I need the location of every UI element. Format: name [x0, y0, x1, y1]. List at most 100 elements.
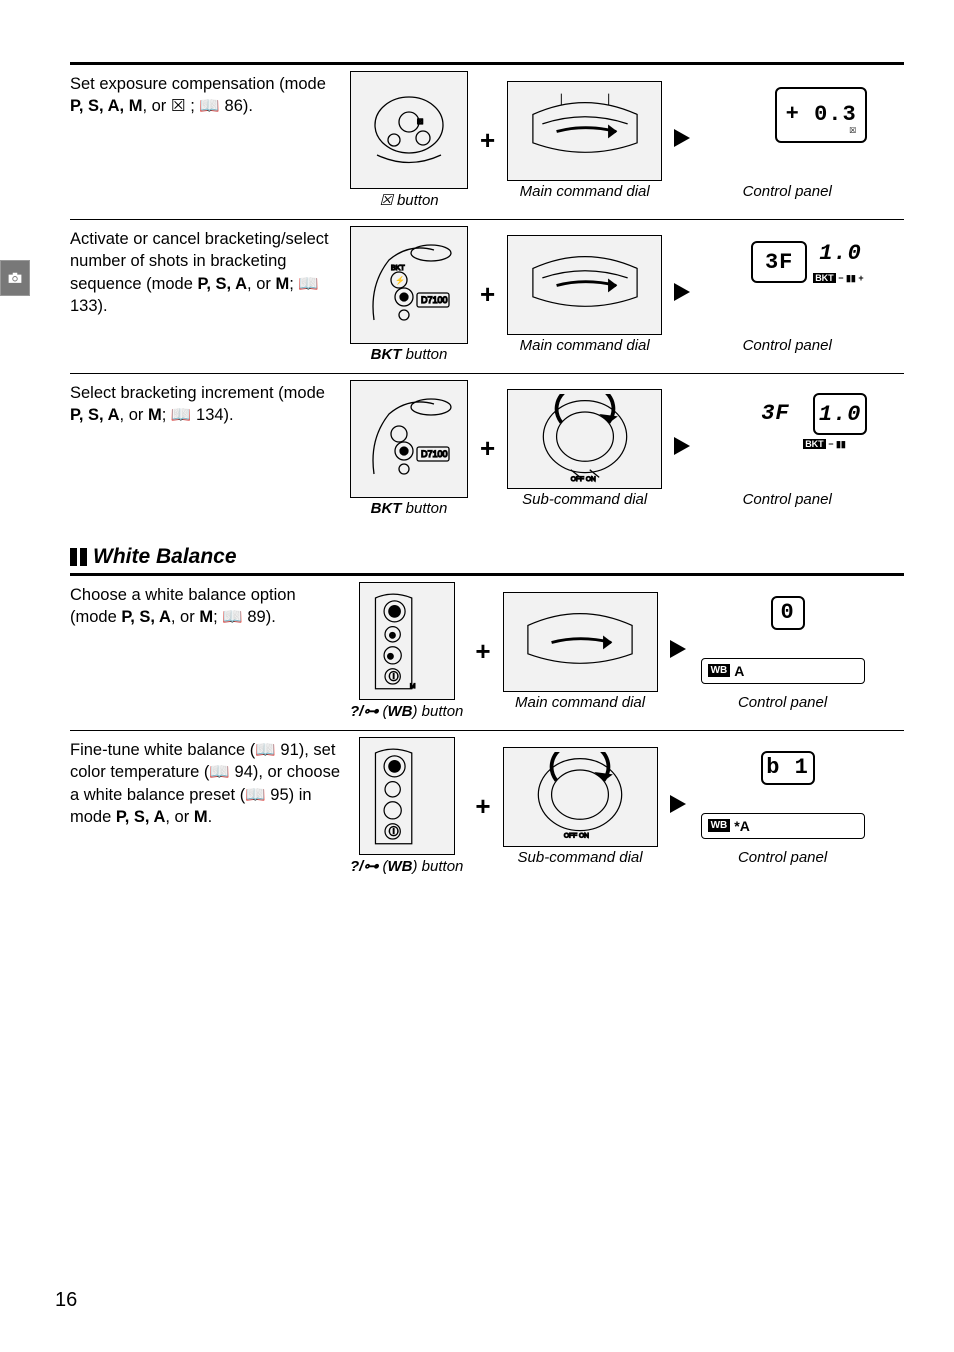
- bkt-label: BKT: [813, 273, 836, 283]
- figs: ☒ ☒ button + Main command dial: [350, 71, 904, 209]
- modes: M: [148, 406, 162, 424]
- row-exposure-compensation: Set exposure compensation (mode P, S, A,…: [70, 62, 904, 219]
- control-panel: + 0.3 ☒ Control panel: [702, 81, 872, 200]
- wb-tag-icon: WB: [708, 819, 731, 832]
- svg-text:☒: ☒: [417, 118, 423, 126]
- bkt-button-drawing: ⚡ D7100 BKT: [350, 226, 468, 344]
- row-wb-choose: Choose a white balance option (mode P, S…: [70, 573, 904, 730]
- svg-text:M: M: [410, 683, 416, 690]
- caption: ?/⊶ (WB) button: [350, 702, 463, 720]
- main-dial-drawing: [503, 592, 658, 692]
- svg-text:BKT: BKT: [391, 265, 405, 272]
- caption: Sub-command dial: [522, 491, 647, 508]
- svg-text:ⓘ: ⓘ: [389, 827, 399, 838]
- wb-button-drawing: ⓘ: [359, 737, 455, 855]
- arrow-icon: [668, 127, 696, 154]
- caption: Control panel: [743, 183, 832, 200]
- lcd-value: 1.0: [819, 402, 862, 427]
- text: , or: [171, 608, 199, 626]
- panel-display: 3F 1.0 BKT − ▮▮ +: [703, 235, 871, 335]
- desc-wb-finetune: Fine-tune white balance (📖 91), set colo…: [70, 737, 350, 828]
- button-figure: ⓘ ?/⊶ (WB) button: [350, 737, 463, 875]
- button-figure: D7100 BKT button: [350, 380, 468, 517]
- section-bars-icon: [70, 548, 87, 566]
- button-figure: ⚡ D7100 BKT BKT button: [350, 226, 468, 363]
- text: ; 📖 86).: [186, 97, 253, 115]
- dial-figure: OFF ON Sub-command dial: [507, 389, 662, 508]
- section-title: White Balance: [93, 545, 237, 569]
- dial-figure: Main command dial: [507, 235, 662, 354]
- row-wb-finetune: Fine-tune white balance (📖 91), set colo…: [70, 730, 904, 885]
- dial-figure: OFF ON Sub-command dial: [503, 747, 658, 866]
- text: , or: [120, 406, 148, 424]
- bracket-bar-icon: − ▮▮: [828, 439, 846, 449]
- sub-dial-drawing: OFF ON: [507, 389, 662, 489]
- caption: Control panel: [743, 491, 832, 508]
- plus-icon: +: [469, 636, 496, 667]
- figs: ⓘ ?/⊶ (WB) button + OFF ON Sub-command d…: [350, 737, 904, 875]
- button-figure: ⊕ ⊛ ⓘ M ?/⊶ (WB) button: [350, 582, 463, 720]
- main-dial-drawing: [507, 81, 662, 181]
- modes: P, S, A, M: [70, 97, 142, 115]
- text: ; 📖 89).: [213, 608, 276, 626]
- dial-figure: Main command dial: [507, 81, 662, 200]
- svg-text:OFF ON: OFF ON: [564, 832, 589, 839]
- bracket-bar-icon: − ▮▮ +: [838, 273, 863, 283]
- arrow-icon: [668, 435, 696, 462]
- desc-wb-choose: Choose a white balance option (mode P, S…: [70, 582, 350, 629]
- bkt-button-drawing: D7100: [350, 380, 468, 498]
- text: , or: [165, 808, 193, 826]
- camera-adjust-icon: [6, 269, 24, 287]
- figs: D7100 BKT button + OFF ON Sub-command di…: [350, 380, 904, 517]
- modes: P, S, A: [116, 808, 166, 826]
- modes: P, S, A: [121, 608, 171, 626]
- modes: P, S, A: [198, 275, 248, 293]
- bkt-label: BKT: [803, 439, 826, 449]
- row-bracketing-increment: Select bracketing increment (mode P, S, …: [70, 373, 904, 527]
- arrow-icon: [668, 281, 696, 308]
- caption: BKT button: [371, 346, 448, 363]
- control-panel: 3F 1.0 BKT − ▮▮ Control panel: [702, 389, 872, 508]
- lcd-value: + 0.3: [786, 102, 857, 127]
- svg-text:⊛: ⊛: [387, 651, 394, 661]
- panel-display: b 1 WB *A: [699, 747, 867, 847]
- desc-exposure-comp: Set exposure compensation (mode P, S, A,…: [70, 71, 350, 118]
- panel-display: + 0.3 ☒: [703, 81, 871, 181]
- page-number: 16: [55, 1289, 77, 1312]
- figs: ⊕ ⊛ ⓘ M ?/⊶ (WB) button + Main command d…: [350, 582, 904, 720]
- wb-mode: A: [734, 663, 744, 679]
- lcd-value: 3F: [761, 401, 789, 426]
- plus-icon: +: [474, 433, 501, 464]
- text: Set exposure compensation (mode: [70, 75, 326, 93]
- caption: ?/⊶ (WB) button: [350, 857, 463, 875]
- section-header-white-balance: White Balance: [70, 545, 904, 569]
- control-panel: b 1 WB *A Control panel: [698, 747, 868, 866]
- modes: M: [194, 808, 208, 826]
- dial-figure: Main command dial: [503, 592, 658, 711]
- panel-display: 3F 1.0 BKT − ▮▮: [703, 389, 871, 489]
- arrow-icon: [664, 793, 692, 820]
- lcd-sub-icon: ☒: [849, 122, 857, 137]
- svg-text:⊕: ⊕: [389, 630, 396, 640]
- svg-text:ⓘ: ⓘ: [389, 672, 399, 683]
- desc-bracketing: Activate or cancel bracketing/select num…: [70, 226, 350, 317]
- caption: Main command dial: [515, 694, 645, 711]
- lcd-value: 1.0: [819, 241, 862, 266]
- caption: Sub-command dial: [518, 849, 643, 866]
- control-panel: 3F 1.0 BKT − ▮▮ + Control panel: [702, 235, 872, 354]
- caption: Main command dial: [520, 337, 650, 354]
- text: ; 📖 134).: [162, 406, 234, 424]
- wb-tag-icon: WB: [708, 664, 731, 677]
- exposure-icon: ☒: [171, 97, 186, 115]
- lcd-value: 3F: [765, 250, 793, 275]
- main-dial-drawing: [507, 235, 662, 335]
- wb-mode: *A: [734, 818, 750, 834]
- panel-display: 0 WB A: [699, 592, 867, 692]
- text: , or: [142, 97, 170, 115]
- plus-icon: +: [474, 125, 501, 156]
- wb-button-drawing: ⊕ ⊛ ⓘ M: [359, 582, 455, 700]
- svg-text:⚡: ⚡: [395, 275, 405, 285]
- text: Select bracketing increment (mode: [70, 384, 325, 402]
- svg-text:OFF ON: OFF ON: [570, 476, 595, 483]
- caption: Control panel: [738, 849, 827, 866]
